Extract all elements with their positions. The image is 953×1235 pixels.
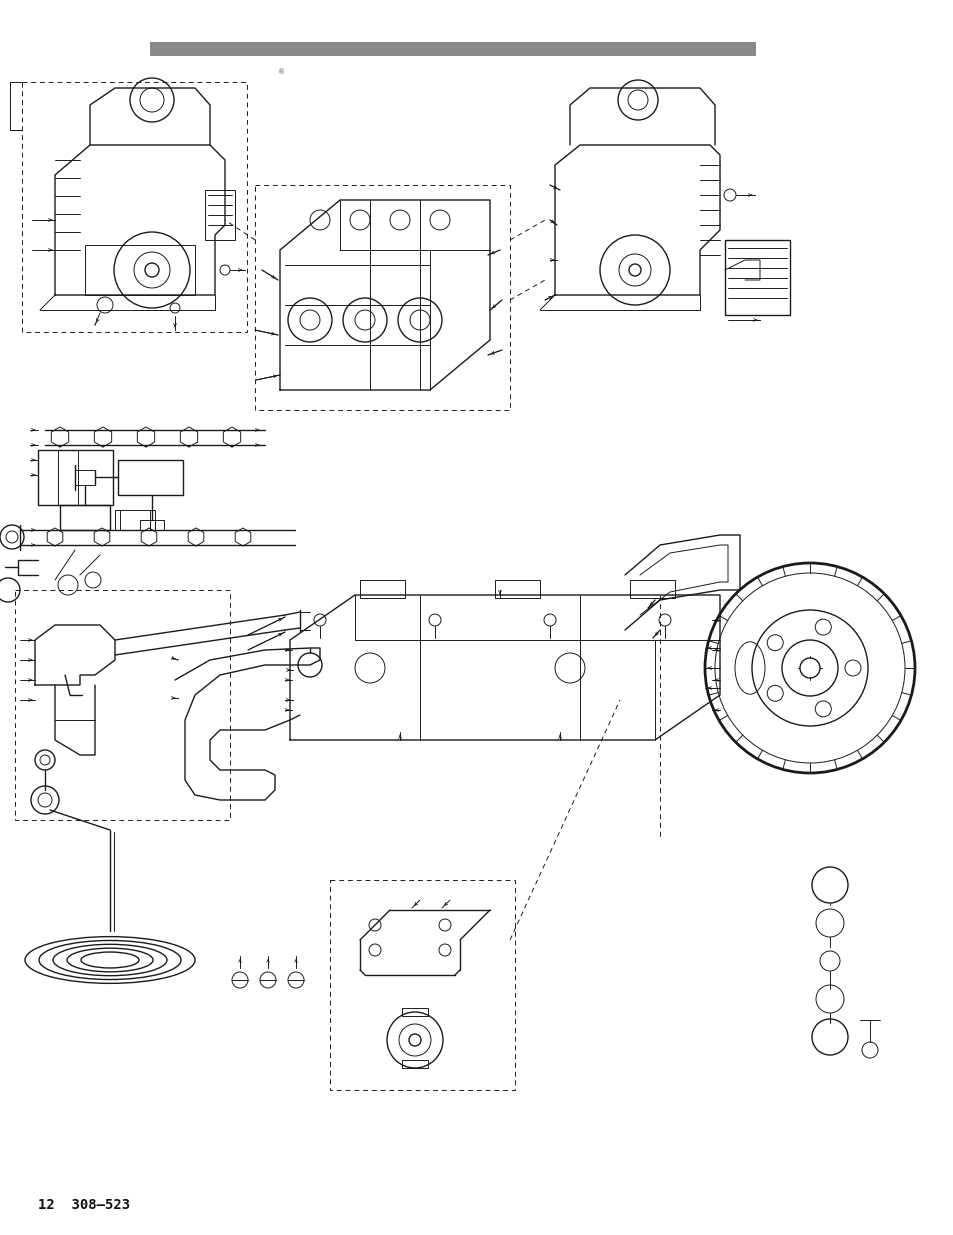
Bar [85, 245, 194, 295]
Bar [254, 185, 510, 410]
Bar [22, 82, 247, 332]
Bar [15, 590, 230, 820]
Circle shape [628, 264, 640, 275]
Bar [140, 520, 164, 530]
Circle shape [766, 635, 782, 651]
Circle shape [844, 659, 861, 676]
Bar [495, 580, 539, 598]
Bar [38, 450, 112, 505]
Bar [401, 1060, 428, 1068]
Text: ®: ® [278, 69, 285, 75]
Circle shape [145, 263, 159, 277]
Circle shape [766, 685, 782, 701]
Bar [205, 190, 234, 240]
Bar [359, 580, 405, 598]
Circle shape [815, 701, 830, 716]
Bar [118, 459, 183, 495]
Bar [115, 510, 154, 530]
Text: 12  308–523: 12 308–523 [38, 1198, 130, 1212]
Bar [724, 240, 789, 315]
Bar [330, 881, 515, 1091]
Circle shape [815, 619, 830, 635]
Bar [60, 505, 110, 530]
Bar [401, 1008, 428, 1016]
Bar [629, 580, 675, 598]
Bar [150, 42, 755, 56]
Circle shape [800, 658, 820, 678]
